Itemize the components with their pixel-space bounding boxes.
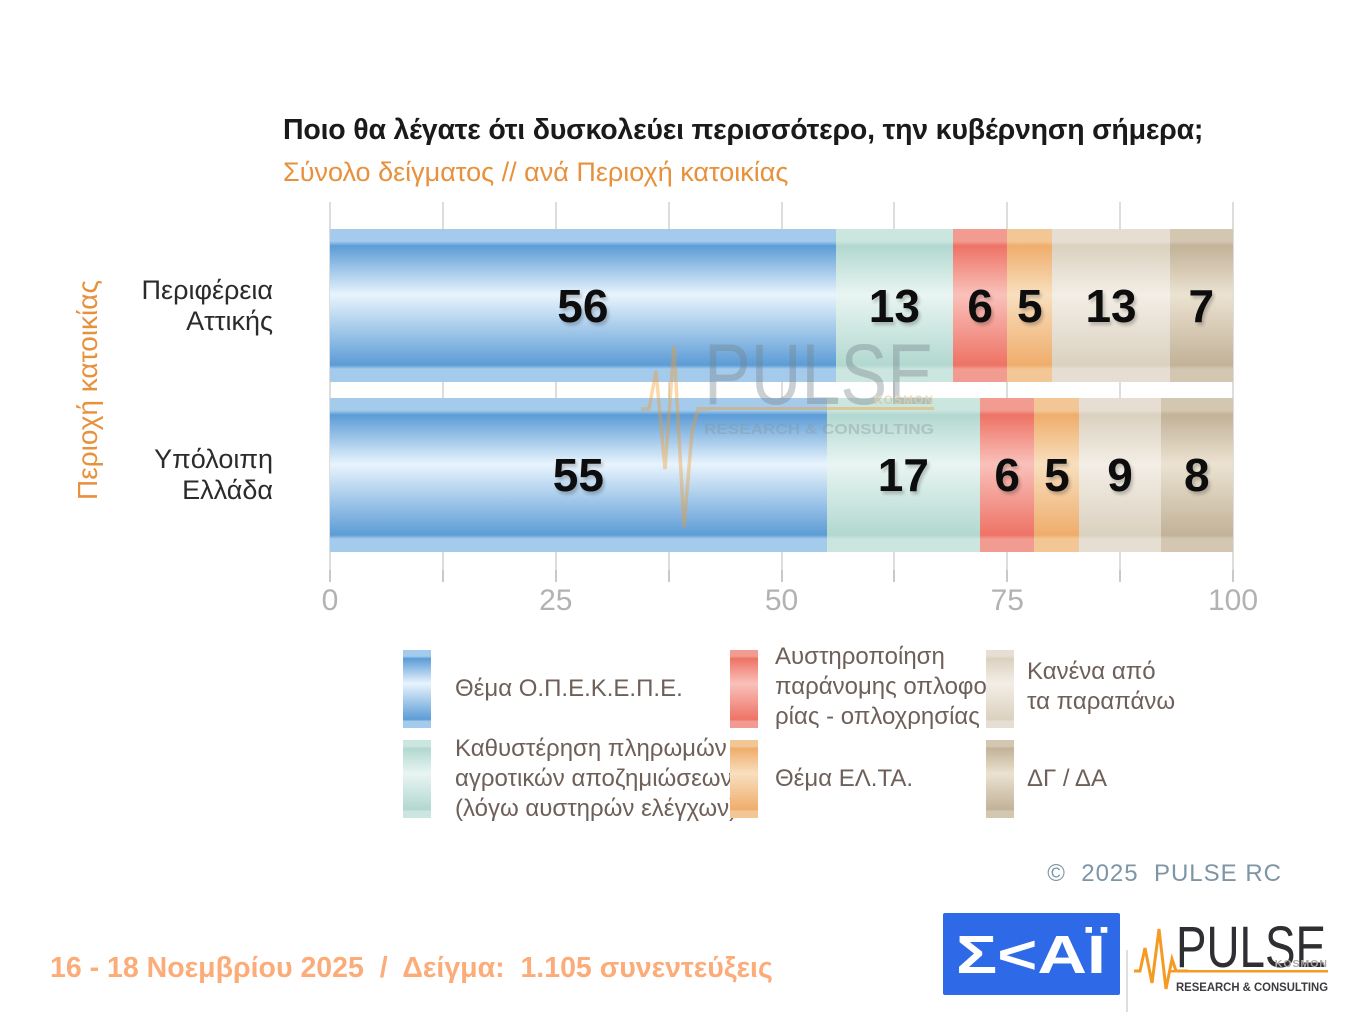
bar-segment: 5 — [1007, 229, 1053, 382]
legend-swatch — [986, 650, 1014, 728]
legend-label: Θέμα Ο.Π.Ε.Κ.Ε.Π.Ε. — [455, 675, 683, 702]
legend-swatch — [730, 650, 758, 728]
bar-segment: 13 — [835, 229, 954, 382]
stacked-bar: 55 17 6 5 9 8 — [330, 398, 1233, 552]
pulse-waveform-icon — [1134, 928, 1188, 990]
skai-logo-background — [943, 913, 1120, 995]
axis-tick — [667, 570, 670, 582]
legend-swatch — [730, 740, 758, 818]
pulse-logo-brand: PULSE — [1176, 915, 1326, 980]
bar-segment: 17 — [826, 398, 981, 552]
x-tick-label: 0 — [321, 584, 339, 617]
legend-swatch — [403, 740, 431, 818]
x-tick-label: 75 — [990, 584, 1024, 617]
fieldwork-text: 16 - 18 Νοεμβρίου 2025 / Δείγμα: 1.105 σ… — [50, 952, 773, 984]
bar-segment: 5 — [1034, 398, 1080, 552]
gridline — [329, 202, 331, 570]
bar-segment: 7 — [1169, 229, 1233, 382]
stacked-bar: 56 13 6 5 13 7 — [330, 229, 1233, 382]
chart-title: Ποιο θα λέγατε ότι δυσκολεύει περισσότερ… — [283, 114, 1204, 146]
pulse-logo: PULSE KOSMON RESEARCH & CONSULTING — [1134, 915, 1328, 994]
pulse-logo-sub: KOSMON — [1275, 958, 1328, 970]
legend-label: Κανένα από τα παραπάνω — [1027, 658, 1176, 715]
chart-subtitle: Σύνολο δείγματος // ανά Περιοχή κατοικία… — [283, 157, 789, 187]
x-tick-label: 100 — [1207, 584, 1259, 617]
bar-value-label: 6 — [994, 449, 1021, 501]
bar-segment: 13 — [1052, 229, 1170, 382]
axis-tick — [554, 570, 557, 582]
gridline — [667, 202, 670, 570]
legend-swatch — [403, 650, 431, 728]
pulse-logo-line — [1170, 970, 1328, 973]
pulse-logo-tagline: RESEARCH & CONSULTING — [1176, 982, 1328, 994]
bar-segment: 9 — [1079, 398, 1161, 552]
bar-value-label: 55 — [552, 449, 604, 501]
gridline — [1119, 202, 1122, 570]
gridline — [441, 202, 444, 570]
gridline — [554, 202, 557, 570]
bar-value-label: 5 — [1044, 449, 1070, 501]
axis-tick — [893, 570, 896, 582]
bar-value-label: 17 — [877, 449, 929, 501]
axis-tick — [329, 570, 331, 582]
category-label: Υπόλοιπη Ελλάδα — [154, 444, 273, 505]
gridline — [893, 202, 896, 570]
bar-value-label: 8 — [1184, 449, 1210, 501]
axis-tick — [780, 570, 783, 582]
bar-value-label: 6 — [967, 279, 993, 332]
bar-value-label: 5 — [1016, 279, 1043, 332]
x-tick-label: 50 — [764, 584, 799, 617]
bar-segment: 55 — [330, 398, 827, 552]
bar-value-label: 13 — [868, 279, 920, 332]
axis-tick — [1119, 570, 1122, 582]
legend-label: Καθυστέρηση πληρωμών αγροτικών αποζημιώσ… — [455, 735, 738, 822]
legend-label: Αυστηροποίηση παράνομης οπλοφο- ρίας - ο… — [775, 643, 995, 730]
bar-value-label: 56 — [557, 279, 609, 332]
bar-segment: 6 — [980, 398, 1035, 552]
category-label: Περιφέρεια Αττικής — [141, 274, 273, 336]
axis-tick — [1006, 570, 1009, 582]
bar-value-label: 9 — [1107, 449, 1133, 501]
bar-segment: 8 — [1160, 398, 1233, 552]
legend-label: ΔΓ / ΔΑ — [1027, 765, 1107, 792]
gridline — [780, 202, 783, 570]
legend-label: Θέμα ΕΛ.ΤΑ. — [775, 765, 913, 792]
gridline — [1232, 202, 1234, 570]
x-tick-label: 25 — [539, 584, 573, 617]
legend-swatch — [986, 740, 1014, 818]
skai-logo: Σ<ΑΪ — [943, 913, 1120, 995]
axis-tick — [1232, 570, 1234, 582]
axis-tick — [441, 570, 444, 582]
bar-value-label: 13 — [1085, 279, 1137, 332]
bar-segment: 56 — [330, 229, 836, 382]
logo-divider — [1126, 950, 1128, 1012]
copyright-text: © 2025 PULSE RC — [1047, 860, 1282, 887]
skai-logo-text: Σ<ΑΪ — [956, 925, 1109, 985]
bar-segment: 6 — [953, 229, 1008, 382]
bar-value-label: 7 — [1188, 279, 1215, 332]
gridline — [1006, 202, 1009, 570]
